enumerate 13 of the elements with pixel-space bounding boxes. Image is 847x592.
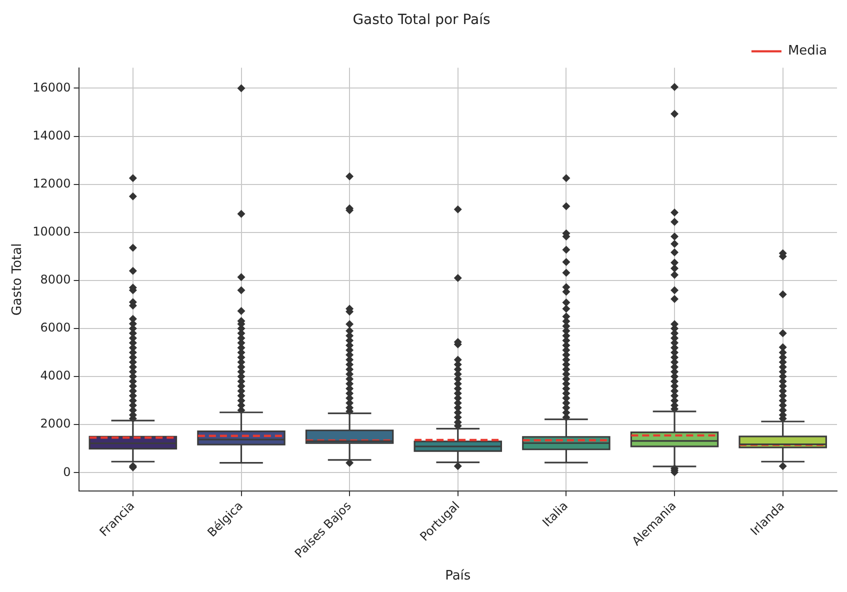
y-tick-label: 0: [63, 464, 71, 479]
chart-title: Gasto Total por País: [352, 12, 490, 28]
text: Media: [788, 44, 827, 59]
y-tick-label: 2000: [40, 416, 71, 431]
y-tick-label: 12000: [32, 176, 71, 190]
y-axis-title: Gasto Total: [10, 243, 26, 316]
y-tick-label: 14000: [32, 128, 71, 142]
y-tick-label: 8000: [40, 272, 71, 287]
y-tick-label: 4000: [40, 368, 71, 383]
y-tick-label: 6000: [40, 320, 71, 335]
y-tick-label: 10000: [32, 224, 71, 239]
x-axis-title: País: [445, 568, 471, 584]
y-tick-label: 16000: [32, 80, 71, 94]
